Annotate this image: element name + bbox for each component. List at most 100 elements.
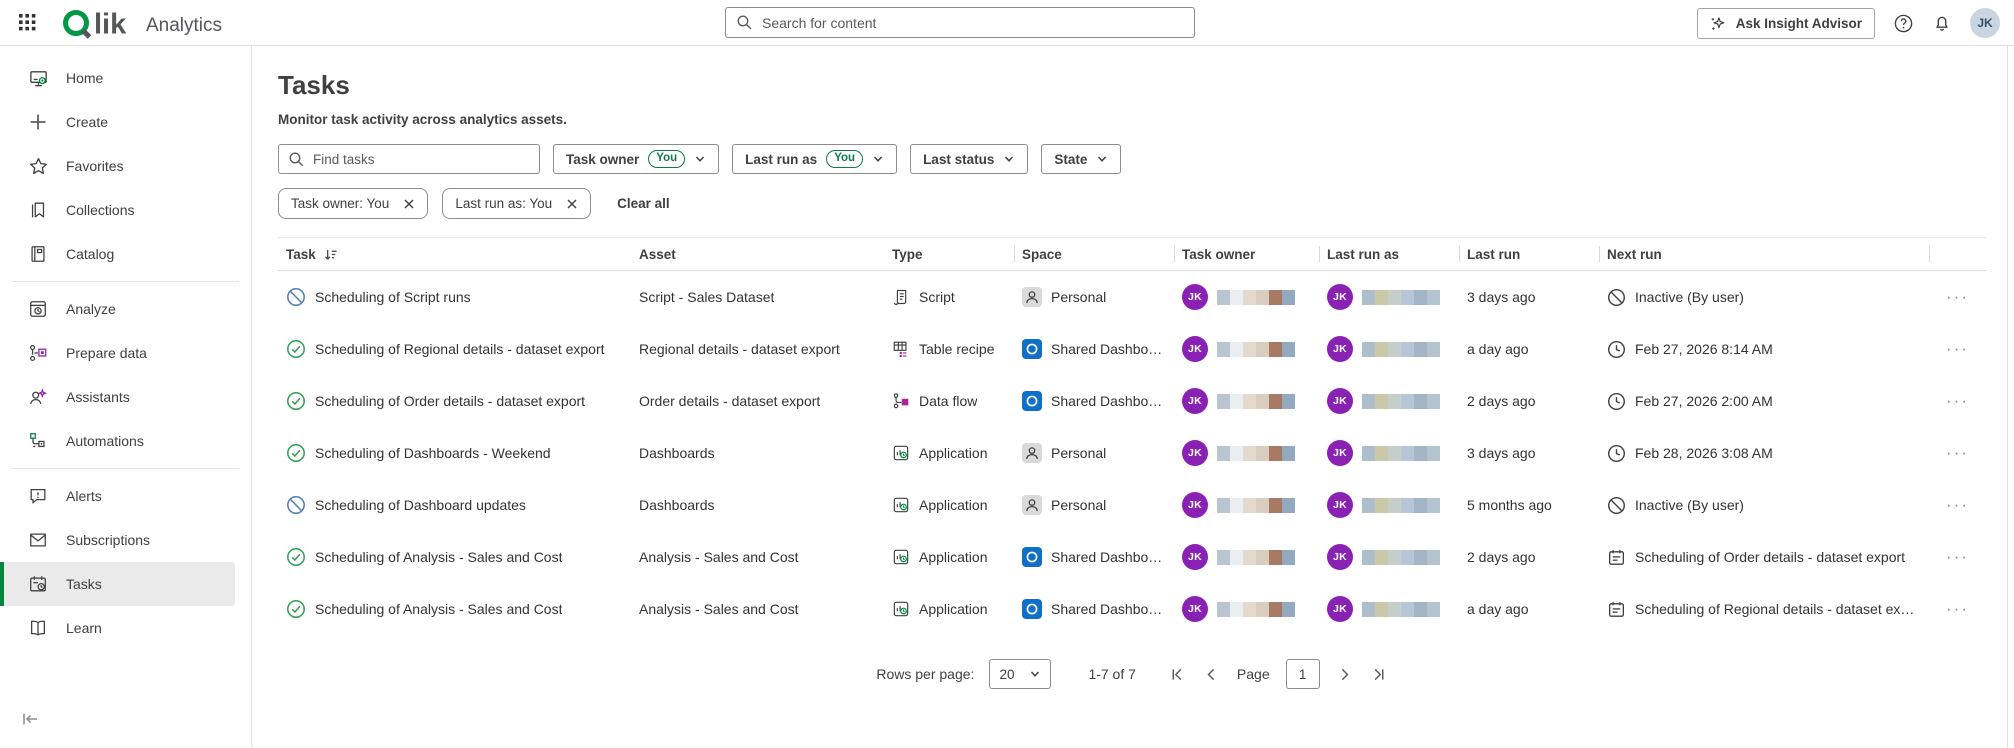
previous-page-icon[interactable] (1203, 665, 1221, 683)
more-menu-icon[interactable]: ··· (1946, 604, 1969, 614)
sidebar-item-alerts[interactable]: Alerts (0, 474, 235, 518)
more-menu-icon[interactable]: ··· (1946, 396, 1969, 406)
sidebar-item-learn[interactable]: Learn (0, 606, 235, 650)
task-cell: Scheduling of Analysis - Sales and Cost (278, 547, 631, 567)
sidebar-item-label: Home (66, 70, 103, 86)
global-search[interactable] (725, 7, 1195, 38)
sidebar-item-label: Automations (66, 433, 144, 449)
rows-per-page-select[interactable]: 20 (989, 659, 1051, 689)
remove-chip-icon[interactable] (403, 198, 415, 210)
column-header-space[interactable]: Space (1014, 238, 1174, 270)
active-filter-chips: Task owner: YouLast run as: YouClear all (278, 188, 1986, 219)
column-header-task-owner[interactable]: Task owner (1174, 238, 1319, 270)
column-header-last-run[interactable]: Last run (1459, 238, 1599, 270)
automations-icon (27, 430, 49, 452)
filter-state[interactable]: State (1041, 144, 1121, 174)
global-search-input[interactable] (762, 15, 1184, 31)
column-header-next-run[interactable]: Next run (1599, 238, 1929, 270)
sidebar-item-automations[interactable]: Automations (0, 419, 235, 463)
task-name-link[interactable]: Scheduling of Script runs (315, 289, 471, 305)
prepare-data-icon (27, 342, 49, 364)
sidebar-item-label: Subscriptions (66, 532, 150, 548)
task-name-link[interactable]: Scheduling of Order details - dataset ex… (315, 393, 585, 409)
you-badge: You (648, 150, 685, 168)
last-run-as-cell: JK (1319, 596, 1459, 622)
status-inactive-icon (286, 287, 306, 307)
last-run-as-cell: JK (1319, 336, 1459, 362)
task-name-link[interactable]: Scheduling of Regional details - dataset… (315, 341, 605, 357)
ask-insight-advisor-button[interactable]: Ask Insight Advisor (1697, 8, 1875, 39)
filter-last-run-as[interactable]: Last run asYou (732, 144, 897, 174)
run-as-avatar: JK (1327, 544, 1353, 570)
column-header-type[interactable]: Type (884, 238, 1014, 270)
owner-avatar: JK (1182, 388, 1208, 414)
find-tasks-input[interactable] (313, 152, 530, 167)
more-menu-icon[interactable]: ··· (1946, 344, 1969, 354)
asset-cell: Regional details - dataset export (631, 341, 884, 357)
sidebar-item-subscriptions[interactable]: Subscriptions (0, 518, 235, 562)
page-number-input[interactable] (1286, 659, 1320, 689)
more-menu-icon[interactable]: ··· (1946, 448, 1969, 458)
column-header-last-run-as[interactable]: Last run as (1319, 238, 1459, 270)
task-name-link[interactable]: Scheduling of Analysis - Sales and Cost (315, 549, 562, 565)
task-cell: Scheduling of Dashboards - Weekend (278, 443, 631, 463)
help-icon[interactable] (1892, 12, 1914, 34)
sidebar-item-create[interactable]: Create (0, 100, 235, 144)
qlik-logo[interactable]: lik Analytics (62, 5, 222, 41)
next-run-cell: Feb 28, 2026 3:08 AM (1599, 444, 1929, 463)
type-label: Application (919, 497, 988, 513)
collapse-sidebar-icon[interactable] (20, 709, 42, 731)
more-menu-icon[interactable]: ··· (1946, 500, 1969, 510)
sidebar-item-tasks[interactable]: Tasks (0, 562, 235, 606)
learn-icon (27, 617, 49, 639)
linked-task-icon (1607, 548, 1626, 567)
sidebar-item-assistants[interactable]: Assistants (0, 375, 235, 419)
task-name-link[interactable]: Scheduling of Analysis - Sales and Cost (315, 601, 562, 617)
sidebar-item-prepare-data[interactable]: Prepare data (0, 331, 235, 375)
last-run-cell: 2 days ago (1459, 393, 1599, 409)
sidebar-item-collections[interactable]: Collections (0, 188, 235, 232)
status-success-icon (286, 547, 306, 567)
application-icon (892, 600, 910, 618)
column-header-label: Task owner (1182, 247, 1255, 262)
more-menu-icon[interactable]: ··· (1946, 292, 1969, 302)
last-page-icon[interactable] (1370, 665, 1388, 683)
search-icon (736, 14, 753, 31)
asset-cell: Order details - dataset export (631, 393, 884, 409)
find-tasks-box[interactable] (278, 144, 540, 174)
more-menu-icon[interactable]: ··· (1946, 552, 1969, 562)
rows-per-page-value: 20 (999, 667, 1014, 682)
row-actions-cell: ··· (1929, 604, 1986, 614)
column-header-asset[interactable]: Asset (631, 238, 884, 270)
filter-chip: Task owner: You (278, 188, 428, 219)
first-page-icon[interactable] (1169, 665, 1187, 683)
status-success-icon (286, 339, 306, 359)
sidebar-item-home[interactable]: Home (0, 56, 235, 100)
sidebar-item-favorites[interactable]: Favorites (0, 144, 235, 188)
sidebar-item-catalog[interactable]: Catalog (0, 232, 235, 276)
application-icon (892, 548, 910, 566)
user-avatar[interactable]: JK (1970, 8, 2000, 38)
filter-last-status[interactable]: Last status (910, 144, 1028, 174)
last-run-value: 3 days ago (1467, 445, 1536, 461)
task-name-link[interactable]: Scheduling of Dashboard updates (315, 497, 526, 513)
filter-task-owner[interactable]: Task ownerYou (553, 144, 719, 174)
catalog-icon (27, 243, 49, 265)
next-run-cell: Inactive (By user) (1599, 496, 1929, 515)
next-page-icon[interactable] (1336, 665, 1354, 683)
remove-chip-icon[interactable] (566, 198, 578, 210)
application-icon (892, 496, 910, 514)
notifications-bell-icon[interactable] (1931, 12, 1953, 34)
clear-all-link[interactable]: Clear all (617, 196, 670, 211)
app-launcher-icon[interactable] (16, 12, 38, 34)
column-header-task[interactable]: Task (278, 238, 631, 270)
column-header-actions (1929, 238, 1986, 270)
qlik-logo-mark: lik (62, 5, 132, 41)
table-row: Scheduling of Dashboard updates Dashboar… (278, 479, 1986, 531)
scrollbar-track[interactable] (2007, 46, 2008, 748)
sidebar-item-analyze[interactable]: Analyze (0, 287, 235, 331)
last-run-value: 2 days ago (1467, 393, 1536, 409)
last-run-value: a day ago (1467, 341, 1529, 357)
task-name-link[interactable]: Scheduling of Dashboards - Weekend (315, 445, 551, 461)
asset-name: Dashboards (639, 445, 715, 461)
